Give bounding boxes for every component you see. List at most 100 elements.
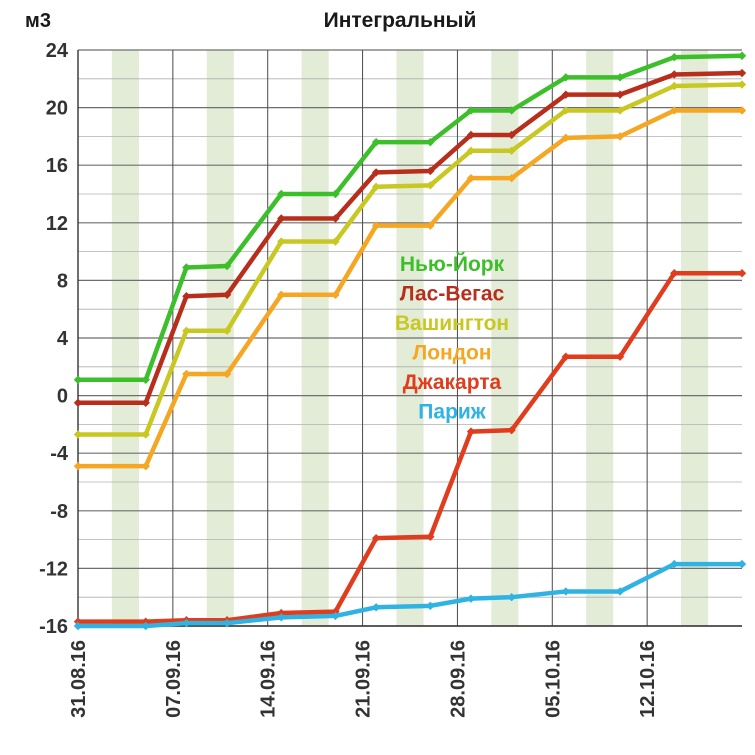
y-tick-label: 20 [46,98,68,120]
data-point-marker [371,533,381,543]
data-point-marker [737,51,747,60]
data-point-marker [426,601,435,611]
y-tick-label: -4 [50,443,69,465]
data-point-marker [561,587,571,596]
data-point-marker [507,173,516,183]
series-lines [73,51,747,631]
data-point-marker [466,146,476,155]
data-point-marker [73,617,83,626]
data-point-marker [466,130,476,140]
chart-title: Интегральный [324,9,477,32]
data-point-marker [73,398,83,407]
data-point-marker [331,214,340,223]
data-point-marker [182,618,191,628]
x-tick-label: 05.10.16 [542,640,564,718]
data-point-marker [277,608,286,618]
data-point-marker [222,369,232,379]
series-3 [73,80,747,439]
data-point-marker [507,106,516,115]
data-point-marker [141,375,150,384]
x-tick-label: 07.09.16 [163,640,185,718]
series-1 [73,51,747,384]
legend-entry: Лас-Вегас [400,283,505,306]
data-point-marker [561,90,571,99]
series-line [75,82,745,437]
data-point-marker [277,189,286,199]
data-point-marker [222,261,232,271]
legend: Нью-Йорк Лас-Вегас Вашингтон Лондон Джакарта… [395,252,509,424]
grid [77,49,742,627]
data-point-marker [73,430,83,439]
data-point-marker [615,587,625,596]
y-tick-label: -8 [50,501,68,523]
series-4 [73,106,747,471]
data-point-marker [670,269,679,278]
data-point-marker [507,425,516,435]
data-point-marker [371,182,381,191]
y-tick-label: 16 [46,155,68,177]
data-point-marker [737,269,747,278]
data-point-marker [737,559,747,569]
series-line [75,561,745,629]
x-tick-label: 28.09.16 [447,640,469,718]
legend-entry: Лондон [412,342,491,365]
data-point-marker [466,427,476,436]
data-point-marker [561,73,571,82]
data-point-marker [670,53,679,62]
data-point-marker [426,532,435,541]
data-point-marker [222,326,232,335]
data-point-marker [615,90,625,99]
y-tick-label: -16 [39,616,68,638]
data-point-marker [737,68,747,78]
data-point-marker [466,173,476,183]
data-point-marker [426,166,435,176]
data-point-marker [182,292,191,301]
data-point-marker [371,137,381,147]
data-point-marker [277,237,286,246]
legend-entry: Вашингтон [395,312,509,335]
data-point-marker [331,611,340,621]
data-point-marker [331,189,340,199]
data-point-marker [182,326,191,335]
data-point-marker [507,146,516,155]
data-point-marker [141,461,150,471]
series-line [75,108,745,469]
data-point-marker [507,593,516,602]
series-line [75,53,745,383]
series-line [75,70,745,406]
data-point-marker [561,352,571,361]
data-point-marker [371,603,381,612]
data-point-marker [371,168,381,177]
axes [77,50,742,627]
x-tick-label: 31.08.16 [68,640,90,718]
data-point-marker [615,106,625,115]
data-point-marker [615,73,625,82]
data-point-marker [426,137,435,147]
data-point-marker [277,214,286,223]
legend-entry: Джакарта [403,371,502,394]
y-tick-label: 4 [57,328,69,350]
data-point-marker [73,375,83,384]
data-point-marker [670,559,679,569]
data-point-marker [141,617,150,626]
data-point-marker [466,594,476,603]
data-point-marker [426,181,435,190]
data-point-marker [222,290,232,299]
data-point-marker [277,290,286,299]
x-tick-label: 21.09.16 [353,640,375,718]
data-point-marker [222,618,232,628]
data-point-marker [141,398,150,407]
data-point-marker [182,369,191,379]
data-point-marker [615,352,625,361]
x-tick-label: 12.10.16 [637,640,659,718]
data-point-marker [615,132,625,141]
y-tick-label: 24 [46,40,69,62]
x-tick-label: 14.09.16 [258,640,280,718]
data-point-marker [331,237,340,246]
data-point-marker [277,613,286,622]
data-point-marker [73,621,83,631]
series-2 [73,68,747,407]
y-tick-label: 0 [57,386,68,408]
data-point-marker [737,80,747,89]
